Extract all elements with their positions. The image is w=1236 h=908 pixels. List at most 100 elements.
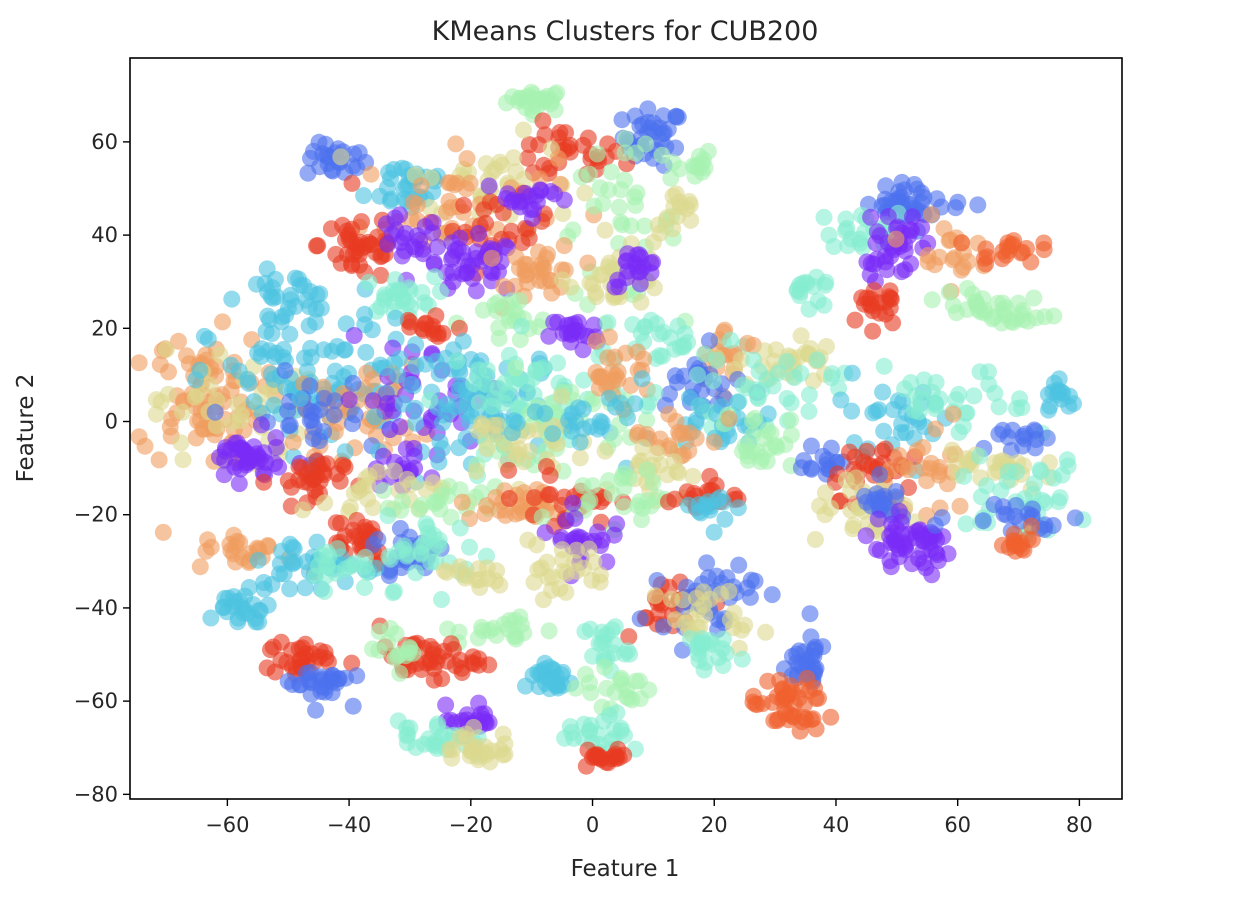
scatter-point: [541, 486, 559, 503]
scatter-point: [666, 367, 684, 385]
scatter-point: [1009, 294, 1027, 312]
scatter-point: [922, 541, 940, 558]
scatter-point: [344, 374, 362, 392]
scatter-point: [767, 437, 784, 454]
scatter-point: [195, 327, 213, 345]
scatter-point: [574, 341, 592, 359]
scatter-point: [500, 346, 518, 364]
scatter-point: [638, 461, 656, 479]
scatter-point: [336, 443, 354, 461]
scatter-point: [486, 572, 504, 590]
scatter-point: [741, 588, 759, 606]
scatter-point: [923, 291, 941, 309]
scatter-point: [519, 149, 537, 167]
scatter-point: [856, 223, 874, 241]
scatter-point: [605, 430, 623, 448]
scatter-point: [782, 411, 799, 429]
scatter-point: [600, 328, 618, 346]
scatter-point: [393, 247, 411, 265]
scatter-point: [230, 475, 248, 493]
scatter-point: [617, 253, 635, 270]
scatter-point: [969, 301, 987, 318]
scatter-point: [191, 558, 209, 576]
scatter-point: [870, 497, 888, 515]
scatter-point: [923, 383, 941, 401]
scatter-point: [496, 374, 514, 392]
scatter-point: [800, 402, 818, 420]
scatter-point: [767, 341, 785, 359]
scatter-point: [553, 541, 571, 559]
scatter-point: [607, 398, 624, 416]
scatter-point: [651, 430, 669, 448]
scatter-point: [899, 461, 917, 479]
scatter-point: [416, 294, 434, 312]
scatter-point: [425, 254, 443, 271]
scatter-point: [252, 416, 270, 434]
scatter-point: [990, 398, 1008, 416]
scatter-point: [480, 713, 498, 731]
scatter-point: [307, 701, 325, 719]
scatter-point: [795, 709, 813, 726]
scatter-point: [223, 290, 241, 308]
scatter-point: [978, 477, 996, 495]
scatter-point: [930, 248, 948, 266]
scatter-point: [503, 193, 521, 211]
y-tick-label: −40: [74, 596, 118, 620]
scatter-point: [908, 442, 926, 460]
scatter-point: [660, 493, 677, 511]
scatter-point: [801, 605, 819, 623]
scatter-point: [1040, 401, 1057, 419]
scatter-point: [172, 434, 190, 452]
scatter-point: [679, 333, 697, 351]
scatter-point: [893, 263, 910, 281]
scatter-point: [412, 177, 430, 195]
scatter-point: [575, 371, 593, 389]
y-tick-label: 20: [91, 316, 118, 340]
scatter-point: [862, 208, 880, 226]
scatter-point: [513, 317, 531, 335]
scatter-point: [846, 311, 864, 329]
scatter-point: [316, 494, 334, 512]
scatter-point: [440, 174, 457, 192]
scatter-point: [878, 261, 896, 279]
scatter-point: [874, 383, 892, 401]
scatter-point: [802, 628, 820, 646]
scatter-point: [729, 499, 747, 517]
scatter-point: [398, 734, 416, 752]
scatter-point: [379, 634, 397, 652]
scatter-point: [664, 154, 682, 172]
scatter-point: [332, 148, 350, 166]
scatter-point: [417, 515, 435, 533]
scatter-point: [666, 340, 684, 358]
x-axis: −60 −40 −20 0 20 40 60 80: [205, 799, 1093, 837]
scatter-point: [574, 400, 592, 418]
scatter-point: [391, 664, 409, 682]
scatter-point: [1035, 241, 1053, 259]
scatter-point: [421, 637, 439, 655]
scatter-point: [585, 197, 603, 215]
scatter-point: [1005, 532, 1022, 550]
scatter-point: [1061, 387, 1078, 405]
scatter-point: [877, 177, 895, 195]
scatter-point: [631, 263, 649, 281]
scatter-point: [216, 451, 234, 469]
scatter-point: [552, 666, 570, 684]
scatter-point: [628, 184, 646, 202]
scatter-point: [561, 136, 579, 154]
scatter-point: [428, 653, 445, 671]
scatter-point: [313, 546, 331, 564]
scatter-point: [596, 221, 614, 239]
scatter-point: [646, 384, 664, 401]
scatter-point: [279, 402, 297, 420]
scatter-point: [618, 409, 636, 427]
scatter-point: [534, 591, 552, 609]
scatter-point: [245, 393, 263, 411]
scatter-point: [832, 391, 850, 409]
scatter-point: [588, 145, 606, 163]
scatter-point: [382, 170, 399, 188]
scatter-point: [620, 469, 638, 487]
scatter-point: [626, 395, 644, 413]
scatter-point: [862, 255, 880, 272]
scatter-point: [207, 417, 225, 435]
scatter-point: [533, 508, 551, 526]
